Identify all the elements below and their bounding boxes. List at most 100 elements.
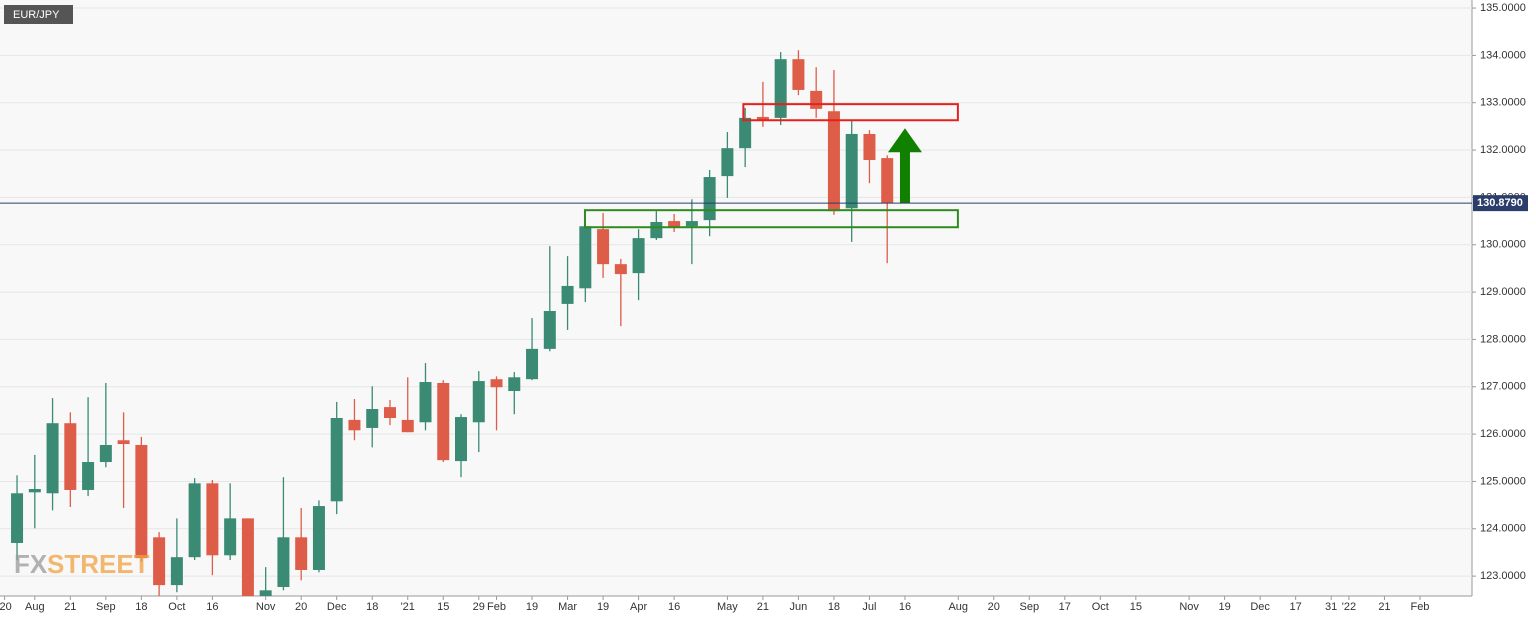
x-tick-label: Dec xyxy=(327,601,347,613)
candle-body xyxy=(632,238,645,274)
x-tick-label: 19 xyxy=(526,601,538,613)
candle-body xyxy=(845,133,858,209)
candle-body xyxy=(117,440,130,445)
candle-body xyxy=(739,117,752,149)
candle-body xyxy=(82,462,95,490)
y-tick-label: 128.0000 xyxy=(1480,333,1526,345)
candle-body xyxy=(792,59,805,90)
watermark-street: STREET xyxy=(47,549,150,579)
candle-body xyxy=(153,537,166,586)
candle-body xyxy=(188,483,201,558)
x-tick-label: 31 xyxy=(1325,601,1337,613)
x-tick-label: Dec xyxy=(1250,601,1270,613)
last-price-box xyxy=(1473,195,1528,212)
candle-body xyxy=(490,379,503,388)
candle-body xyxy=(64,423,77,490)
plot-background xyxy=(0,0,1472,596)
candle-body xyxy=(259,590,272,596)
x-tick-label: Aug xyxy=(948,601,968,613)
x-tick-label: Mar xyxy=(558,601,577,613)
candle-body xyxy=(419,382,432,423)
y-tick-label: 134.0000 xyxy=(1480,49,1526,61)
candle-body xyxy=(650,222,663,239)
x-tick-label: Oct xyxy=(1092,601,1109,613)
candle-body xyxy=(170,557,183,586)
candle-body xyxy=(597,229,610,265)
candle-body xyxy=(703,177,716,221)
candle-body xyxy=(508,377,521,392)
candle-body xyxy=(526,348,539,380)
zone xyxy=(742,103,959,122)
candle-body xyxy=(827,111,840,212)
candle-body xyxy=(46,423,59,494)
candle-body xyxy=(312,506,325,570)
y-tick-label: 133.0000 xyxy=(1480,97,1526,109)
x-tick-label: 16 xyxy=(899,601,911,613)
x-tick-label: Oct xyxy=(168,601,185,613)
y-tick-label: 129.0000 xyxy=(1480,286,1526,298)
candle-body xyxy=(206,483,219,556)
x-tick-label: Jun xyxy=(790,601,808,613)
x-tick-label: 18 xyxy=(135,601,147,613)
x-tick-label: Jul xyxy=(862,601,876,613)
x-tick-label: Nov xyxy=(1179,601,1199,613)
x-tick-label: 17 xyxy=(1290,601,1302,613)
x-tick-label: Sep xyxy=(1019,601,1039,613)
x-tick-label: '20 xyxy=(0,601,12,613)
x-tick-label: Nov xyxy=(256,601,276,613)
x-tick-label: May xyxy=(717,601,738,613)
x-tick-label: 19 xyxy=(597,601,609,613)
candle-body xyxy=(437,382,450,461)
candle-body xyxy=(863,133,876,161)
x-tick-label: Apr xyxy=(630,601,647,613)
x-tick-label: 17 xyxy=(1059,601,1071,613)
candle-body xyxy=(99,444,112,463)
candle-body xyxy=(135,444,148,559)
candle-body xyxy=(685,221,698,227)
candle-body xyxy=(668,221,681,228)
marks xyxy=(11,50,894,596)
candle-body xyxy=(383,407,396,419)
y-tick-label: 135.0000 xyxy=(1480,2,1526,14)
y-tick-label: 127.0000 xyxy=(1480,381,1526,393)
x-tick-label: 18 xyxy=(366,601,378,613)
candle-body xyxy=(330,418,343,502)
zone xyxy=(583,209,959,229)
x-tick-label: 21 xyxy=(64,601,76,613)
candle-body xyxy=(881,158,894,204)
x-tick-label: 21 xyxy=(1378,601,1390,613)
y-tick-label: 132.0000 xyxy=(1480,144,1526,156)
y-axis-panel xyxy=(1472,0,1536,618)
arrow xyxy=(887,128,922,204)
candle-body xyxy=(348,419,361,431)
y-tick-label: 123.0000 xyxy=(1480,570,1526,582)
x-tick-label: 20 xyxy=(988,601,1000,613)
candle-body xyxy=(366,409,379,428)
candle-body xyxy=(472,381,485,423)
candle-body xyxy=(455,417,468,462)
candle-body xyxy=(28,489,41,493)
x-tick-label: Aug xyxy=(25,601,45,613)
candle-body xyxy=(295,537,308,570)
x-tick-label: Sep xyxy=(96,601,116,613)
y-tick-label: 124.0000 xyxy=(1480,523,1526,535)
x-tick-label: Feb xyxy=(487,601,506,613)
x-tick-label: Feb xyxy=(1410,601,1429,613)
candle-body xyxy=(756,116,769,121)
candle-body xyxy=(277,537,290,588)
candle-body xyxy=(614,264,627,275)
candle-body xyxy=(401,419,414,433)
y-tick-label: 126.0000 xyxy=(1480,428,1526,440)
x-tick-label: '22 xyxy=(1342,601,1356,613)
candle-body xyxy=(810,90,823,109)
candle-body xyxy=(224,518,237,556)
title-box xyxy=(4,5,73,24)
x-tick-label: 21 xyxy=(757,601,769,613)
x-tick-label: 18 xyxy=(828,601,840,613)
candle-body xyxy=(721,148,734,177)
y-tick-label: 130.0000 xyxy=(1480,239,1526,251)
candle-body xyxy=(241,518,254,596)
x-tick-label: 15 xyxy=(437,601,449,613)
watermark-fx: FX xyxy=(14,549,48,579)
